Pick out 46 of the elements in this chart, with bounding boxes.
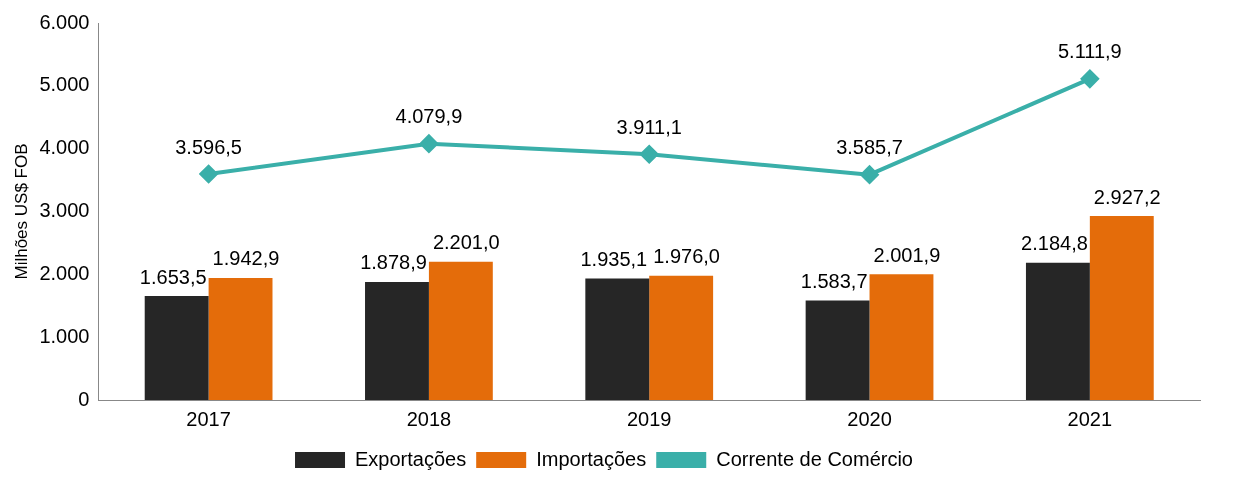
x-tick-label: 2019 [626,407,672,430]
bar [1089,216,1154,400]
data-label: 1.935,1 [580,247,648,270]
data-label: 4.079,9 [395,105,463,128]
data-label: 2.201,0 [432,231,500,254]
point [860,165,879,184]
legend-label: Exportações [355,447,467,470]
data-label: 5.111,9 [1057,40,1122,63]
data-label: 2.184,8 [1021,232,1088,255]
y-axis-title: Milhões US$ FOB [11,143,31,280]
bar [585,278,650,400]
y-tick-label: 4.000 [39,136,90,159]
data-label: 1.653,5 [139,265,207,288]
bar [208,277,273,400]
point [1080,69,1099,88]
data-label: 1.976,0 [653,245,720,268]
x-tick-label: 2017 [186,407,231,430]
data-label: 1.878,9 [360,251,427,274]
data-label: 3.596,5 [175,135,242,158]
point [640,145,659,164]
y-tick-label: 2.000 [39,261,90,284]
point [419,134,438,153]
data-label: 1.942,9 [212,247,280,270]
legend-label: Importações [536,447,647,470]
x-tick-label: 2020 [847,407,892,430]
data-label: 1.583,7 [800,270,868,293]
data-label: 2.001,9 [873,243,941,266]
x-tick-label: 2018 [406,407,452,430]
legend-label: Corrente de Comércio [716,447,913,470]
data-label: 2.927,2 [1093,185,1161,208]
data-label: 3.585,7 [836,136,903,159]
y-tick-label: 0 [78,387,90,410]
bar [805,300,870,400]
bar [365,281,429,400]
y-tick-label: 5.000 [39,73,90,96]
bar [428,261,493,400]
y-tick-label: 1.000 [39,324,90,347]
bar [144,296,209,400]
point [199,165,218,184]
data-label: 3.911,1 [616,115,682,138]
y-tick-label: 6.000 [39,10,90,33]
bar [649,275,714,400]
y-tick-label: 3.000 [39,199,90,222]
x-tick-label: 2021 [1067,407,1113,430]
bar [1025,262,1090,400]
bar [869,274,934,400]
